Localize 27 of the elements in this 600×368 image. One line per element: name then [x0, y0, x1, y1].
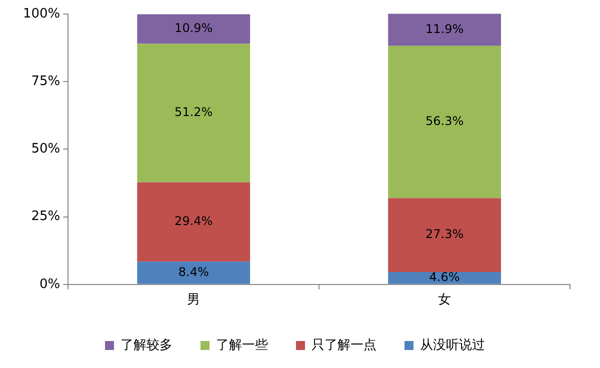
data-label: 8.4%: [178, 264, 209, 279]
data-label: 27.3%: [425, 227, 464, 242]
data-label: 11.9%: [425, 22, 464, 36]
bar: [388, 198, 501, 272]
y-tick-label: 100%: [22, 6, 60, 22]
bar: [137, 14, 250, 44]
data-label: 4.6%: [429, 270, 460, 284]
bar: [137, 44, 250, 182]
bar: [137, 262, 250, 284]
bar: [388, 272, 501, 284]
data-label: 29.4%: [174, 214, 213, 228]
legend-label: 了解一些: [216, 338, 268, 353]
data-label: 51.2%: [174, 105, 213, 120]
y-tick-label: 25%: [31, 209, 60, 224]
bar: [388, 46, 501, 198]
y-tick-label: 50%: [31, 142, 60, 157]
bar: [137, 182, 250, 262]
bar: [388, 14, 501, 46]
legend-label: 只了解一点: [312, 338, 376, 353]
x-tick-label: 女: [438, 292, 452, 308]
data-label: 10.9%: [174, 21, 213, 36]
legend-label: 了解较多: [120, 338, 172, 353]
y-tick-label: 75%: [31, 74, 60, 89]
x-tick-label: 男: [187, 292, 200, 308]
data-label: 56.3%: [425, 114, 464, 128]
legend-label: 从没听说过: [420, 338, 485, 353]
y-tick-label: 0%: [40, 276, 60, 292]
